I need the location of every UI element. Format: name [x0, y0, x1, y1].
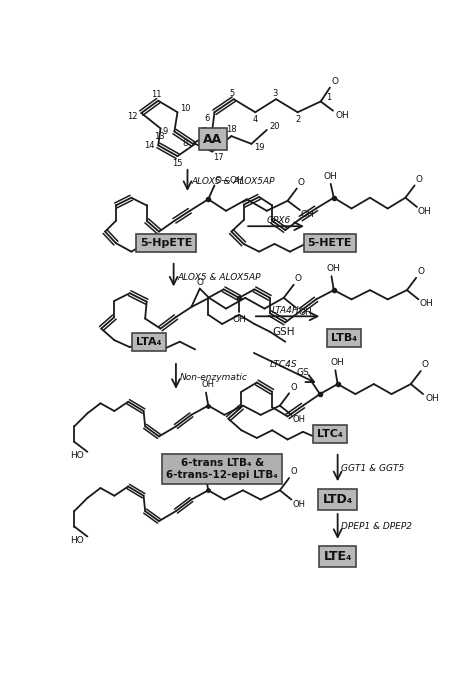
Text: OH: OH: [232, 315, 246, 324]
Text: 6: 6: [204, 114, 210, 123]
Text: O: O: [416, 174, 423, 184]
Text: OH: OH: [323, 172, 337, 181]
Text: HO: HO: [70, 536, 83, 545]
Text: LTC₄: LTC₄: [317, 429, 343, 439]
Text: O: O: [298, 178, 305, 187]
Text: OH: OH: [336, 111, 349, 120]
Text: OH: OH: [299, 308, 312, 317]
Text: 4: 4: [253, 115, 258, 124]
Text: LTA4H: LTA4H: [272, 306, 300, 315]
Text: 16: 16: [198, 140, 208, 148]
Text: LTB₄: LTB₄: [331, 333, 357, 343]
Text: O: O: [295, 274, 302, 283]
Text: OH: OH: [418, 207, 431, 216]
Text: 1: 1: [326, 93, 331, 102]
Text: OH: OH: [301, 210, 314, 219]
Text: 11: 11: [151, 90, 162, 99]
Text: O: O: [291, 383, 297, 392]
Text: OH: OH: [292, 415, 306, 424]
Text: OH: OH: [202, 465, 215, 474]
Text: LTA₄: LTA₄: [136, 336, 162, 347]
Text: 17: 17: [213, 153, 224, 162]
Text: 9: 9: [163, 127, 168, 136]
Text: O: O: [331, 77, 338, 86]
Text: O: O: [196, 278, 203, 287]
Text: OH: OH: [292, 500, 306, 509]
Text: 18: 18: [226, 126, 237, 135]
Text: AA: AA: [203, 133, 222, 146]
Text: O: O: [417, 267, 424, 276]
Text: GSH: GSH: [272, 327, 295, 336]
Text: ALOX5 & ALOX5AP: ALOX5 & ALOX5AP: [191, 177, 275, 186]
Text: 6-trans LTB₄ &
6-trans-12-epi LTB₄: 6-trans LTB₄ & 6-trans-12-epi LTB₄: [166, 458, 278, 480]
Text: 7: 7: [202, 127, 207, 136]
Text: 8: 8: [182, 140, 188, 148]
Text: OH: OH: [331, 358, 345, 367]
Text: ALOX5 & ALOX5AP: ALOX5 & ALOX5AP: [177, 274, 261, 282]
Text: OH: OH: [426, 394, 439, 403]
Text: 2: 2: [295, 115, 300, 124]
Text: 5-HETE: 5-HETE: [308, 238, 352, 248]
Text: GS: GS: [297, 368, 310, 377]
Text: 13: 13: [154, 132, 164, 140]
Text: LTE₄: LTE₄: [323, 550, 352, 563]
Text: 20: 20: [269, 121, 280, 131]
Text: OH: OH: [202, 380, 215, 389]
Text: 3: 3: [272, 89, 277, 98]
Text: 14: 14: [144, 141, 154, 150]
Text: LTD₄: LTD₄: [322, 493, 353, 506]
Text: DPEP1 & DPEP2: DPEP1 & DPEP2: [341, 522, 412, 531]
Text: OH: OH: [327, 264, 341, 273]
Text: LTC4S: LTC4S: [270, 360, 298, 369]
Text: 19: 19: [254, 143, 264, 152]
Text: O—OH: O—OH: [215, 175, 245, 184]
Text: O: O: [422, 360, 429, 369]
Text: GGT1 & GGT5: GGT1 & GGT5: [341, 464, 405, 473]
Text: 5: 5: [229, 89, 235, 98]
Text: O: O: [291, 468, 297, 476]
Text: OH: OH: [419, 299, 433, 309]
Text: 12: 12: [127, 112, 137, 121]
Text: GPX6: GPX6: [267, 216, 291, 225]
Text: HO: HO: [70, 451, 83, 460]
Text: 5-HpETE: 5-HpETE: [140, 238, 192, 248]
Text: 15: 15: [172, 159, 182, 168]
Text: Non-enzymatic: Non-enzymatic: [180, 373, 247, 383]
Text: 10: 10: [180, 104, 191, 113]
